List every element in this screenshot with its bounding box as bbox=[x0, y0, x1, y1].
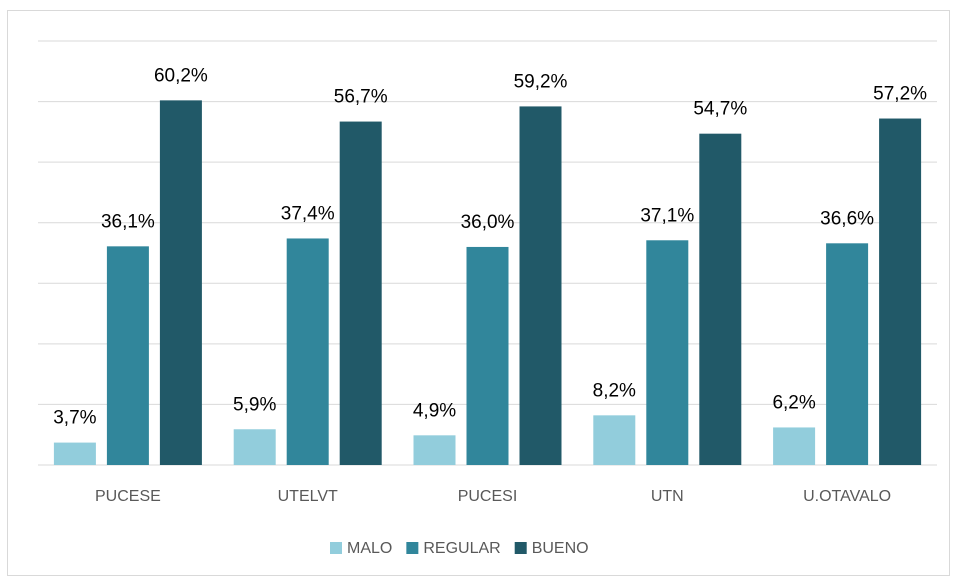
data-label: 36,1% bbox=[101, 211, 155, 232]
bar bbox=[593, 415, 636, 465]
bar bbox=[466, 246, 509, 465]
bar bbox=[773, 427, 816, 465]
bar bbox=[699, 133, 742, 465]
data-label: 54,7% bbox=[693, 99, 747, 120]
legend-swatch bbox=[406, 542, 419, 554]
x-tick-label: PUCESE bbox=[95, 488, 161, 505]
data-label: 6,2% bbox=[772, 392, 815, 413]
bar bbox=[339, 121, 382, 465]
bar bbox=[519, 106, 562, 465]
data-label: 37,1% bbox=[640, 205, 694, 226]
x-tick-label: UTELVT bbox=[278, 488, 338, 505]
legend-swatch bbox=[330, 542, 342, 554]
data-label: 57,2% bbox=[873, 84, 927, 105]
data-label: 60,2% bbox=[154, 65, 208, 86]
data-label: 36,6% bbox=[820, 208, 874, 229]
legend-label: BUENO bbox=[532, 540, 589, 557]
bar bbox=[879, 118, 922, 465]
bar bbox=[286, 238, 329, 465]
data-label: 5,9% bbox=[233, 394, 276, 415]
legend-label: REGULAR bbox=[423, 540, 500, 557]
data-label: 4,9% bbox=[413, 400, 456, 421]
bar bbox=[413, 435, 456, 465]
bar bbox=[646, 240, 689, 465]
data-label: 59,2% bbox=[514, 71, 568, 92]
x-tick-label: PUCESI bbox=[458, 488, 518, 505]
bar bbox=[233, 429, 276, 465]
data-label: 56,7% bbox=[334, 87, 388, 108]
legend-swatch bbox=[514, 542, 527, 554]
legend-label: MALO bbox=[347, 540, 392, 557]
data-label: 37,4% bbox=[281, 203, 335, 224]
data-label: 8,2% bbox=[593, 380, 636, 401]
bar bbox=[106, 246, 149, 465]
bar bbox=[159, 100, 202, 466]
x-tick-label: UTN bbox=[651, 488, 684, 505]
bar bbox=[826, 243, 869, 465]
bar bbox=[53, 442, 96, 465]
x-tick-label: U.OTAVALO bbox=[803, 488, 891, 505]
data-label: 36,0% bbox=[461, 212, 515, 233]
data-label: 3,7% bbox=[53, 408, 96, 429]
